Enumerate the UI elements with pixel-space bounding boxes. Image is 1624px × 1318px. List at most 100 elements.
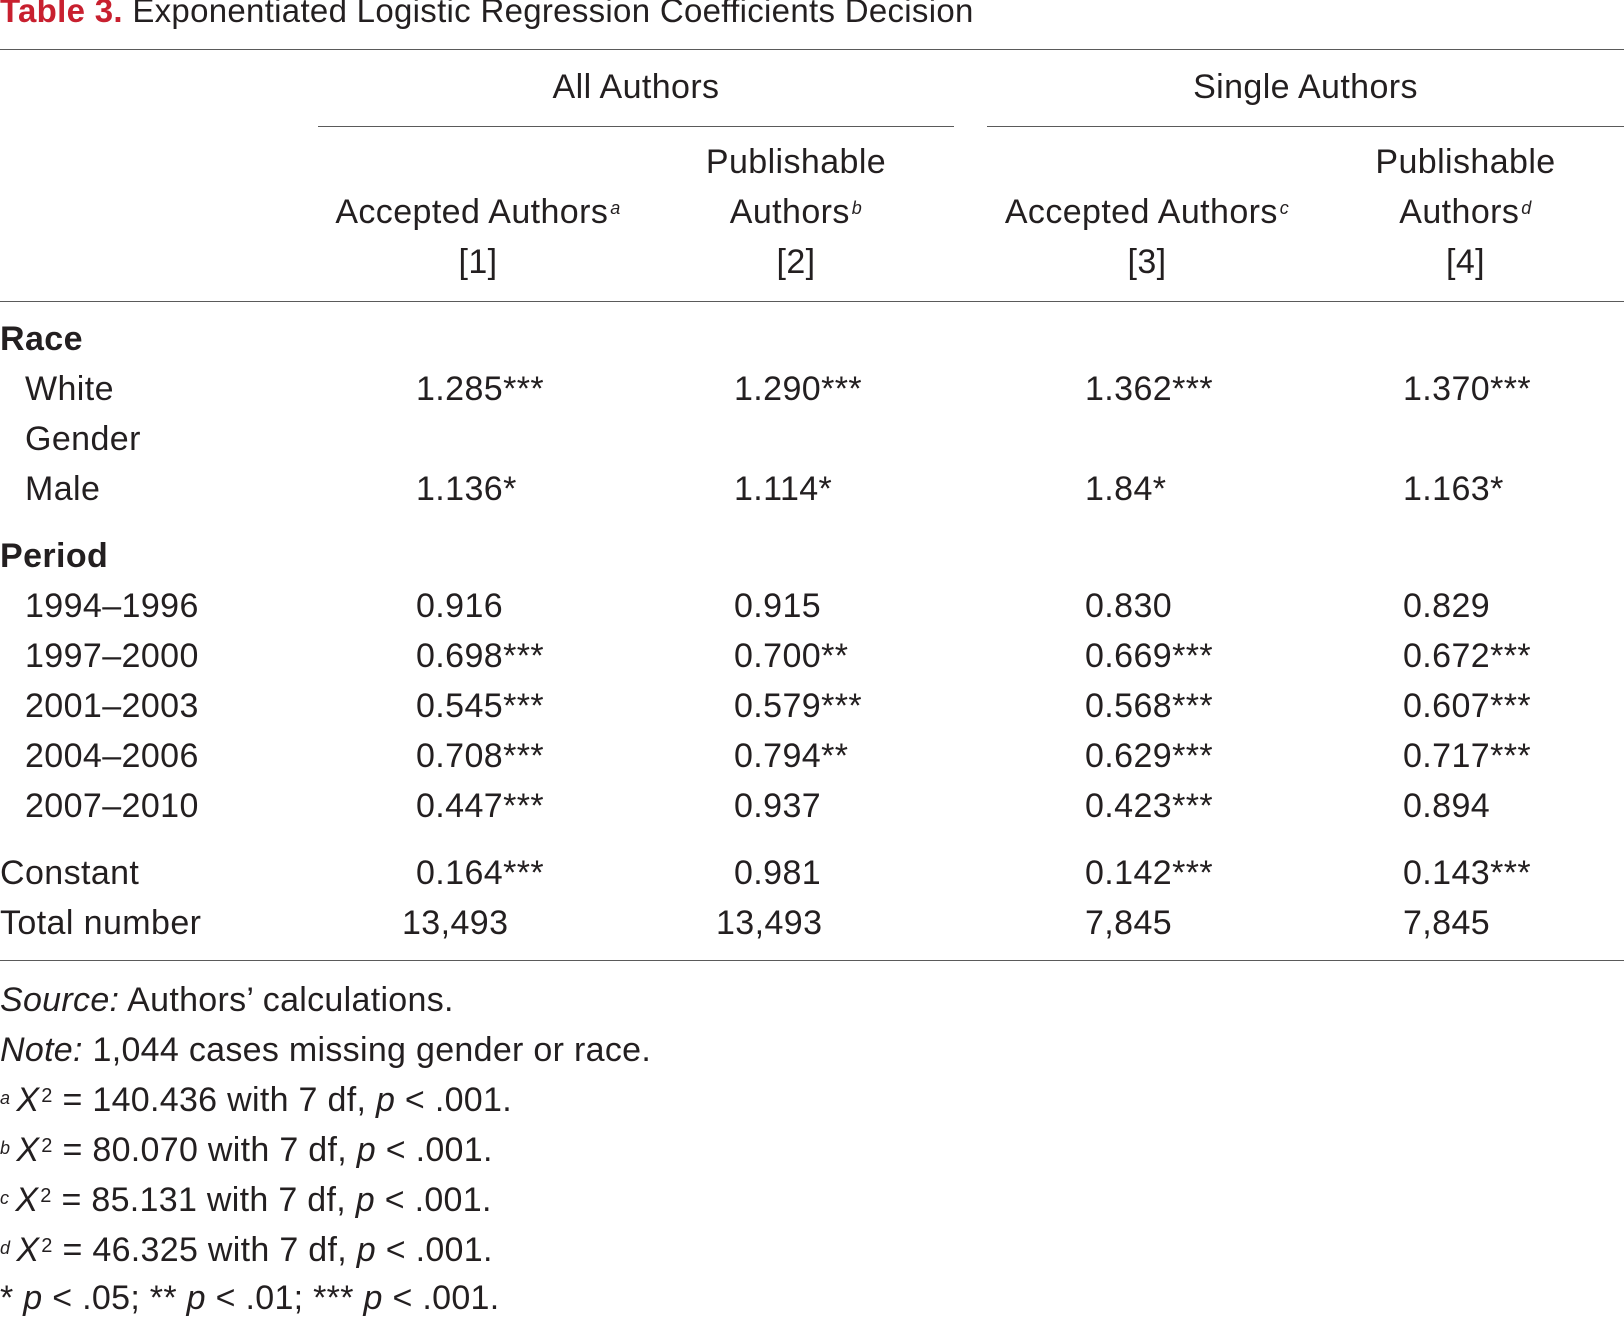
footnote-p: p	[356, 1231, 376, 1269]
sig-text: < .05; **	[42, 1279, 187, 1317]
col-header-2-label: Authors	[729, 193, 850, 231]
significance-note: * p < .05; ** p < .01; *** p < .001.	[0, 1278, 500, 1318]
row-label-2004-2006: 2004–2006	[25, 737, 199, 775]
table-cell: 1.370***	[1403, 370, 1531, 408]
group-rule-all-authors	[318, 126, 954, 127]
table-cell: 0.717***	[1403, 737, 1531, 775]
table-cell: 1.136*	[416, 470, 517, 508]
col-header-4-label: Authors	[1399, 193, 1520, 231]
table-cell: 0.916	[416, 587, 504, 625]
table-cell: 13,493	[716, 904, 823, 942]
sig-p: p	[186, 1279, 206, 1317]
top-rule	[0, 49, 1624, 50]
row-label-2001-2003: 2001–2003	[25, 687, 199, 725]
footnote-mark: c	[0, 1188, 10, 1208]
sig-text: *	[0, 1279, 24, 1317]
footnote-text: = 140.436 with 7 df,	[52, 1081, 376, 1119]
col-header-4-line1: Publishable	[1375, 143, 1556, 181]
table-cell: 7,845	[1403, 904, 1491, 942]
col-header-2-line1: Publishable	[705, 143, 887, 181]
sig-text: < .01; ***	[205, 1279, 364, 1317]
footnote-stat: X	[16, 1231, 40, 1269]
group-header-single-authors: Single Authors	[1193, 68, 1418, 106]
sig-p: p	[23, 1279, 43, 1317]
footnote-square: 2	[41, 1085, 53, 1107]
table-cell: 0.447***	[416, 787, 544, 825]
table-cell: 0.579***	[734, 687, 862, 725]
col-header-4-number: [4]	[1445, 243, 1485, 281]
footnote-stat: X	[15, 1181, 39, 1219]
table-caption: Table 3. Exponentiated Logistic Regressi…	[0, 0, 974, 30]
table-cell: 0.937	[734, 787, 822, 825]
sig-text: < .001.	[382, 1279, 500, 1317]
table-cell: 0.629***	[1085, 737, 1213, 775]
col-header-4: Authors d	[1307, 192, 1624, 232]
col-header-1-label: Accepted Authors	[335, 193, 609, 231]
header-rule	[0, 301, 1624, 302]
footnote-text: = 85.131 with 7 df,	[51, 1181, 356, 1219]
note-text: 1,044 cases missing gender or race.	[82, 1031, 652, 1069]
footnote-square: 2	[41, 1235, 53, 1257]
col-header-2-footnote-mark: b	[851, 198, 863, 218]
footnote-square: 2	[40, 1185, 52, 1207]
table-cell: 0.700**	[734, 637, 849, 675]
table-cell: 0.708***	[416, 737, 544, 775]
table-cell: 0.981	[734, 854, 822, 892]
table-cell: 0.545***	[416, 687, 544, 725]
col-header-1-number: [1]	[458, 243, 498, 281]
row-label-gender: Gender	[25, 420, 141, 458]
footnote-text: = 80.070 with 7 df,	[52, 1131, 357, 1169]
table-cell: 0.669***	[1085, 637, 1213, 675]
table-cell: 0.164***	[416, 854, 544, 892]
footnote-rest: < .001.	[375, 1131, 493, 1169]
col-header-1: Accepted Authors a	[318, 192, 638, 232]
table-cell: 1.290***	[734, 370, 862, 408]
section-label-race: Race	[0, 320, 83, 358]
col-header-1-footnote-mark: a	[610, 198, 621, 218]
source-label: Source:	[0, 981, 120, 1019]
table-cell: 7,845	[1085, 904, 1173, 942]
row-label-constant: Constant	[0, 854, 140, 892]
group-header-all-authors: All Authors	[552, 68, 720, 106]
row-label-total-number: Total number	[0, 904, 202, 942]
footnote-mark: a	[0, 1088, 11, 1108]
table-cell: 0.143***	[1403, 854, 1531, 892]
col-header-4-footnote-mark: d	[1521, 198, 1532, 218]
table-cell: 0.142***	[1085, 854, 1213, 892]
row-label-1997-2000: 1997–2000	[25, 637, 199, 675]
footnote-stat: X	[16, 1131, 40, 1169]
bottom-rule	[0, 960, 1624, 961]
row-label-1994-1996: 1994–1996	[25, 587, 199, 625]
footnote-stat: X	[16, 1081, 40, 1119]
table-title: Exponentiated Logistic Regression Coeffi…	[132, 0, 974, 29]
table-label: Table 3.	[0, 0, 123, 29]
table-cell: 0.672***	[1403, 637, 1531, 675]
footnote-p: p	[356, 1131, 376, 1169]
table-cell: 0.607***	[1403, 687, 1531, 725]
table-cell: 0.894	[1403, 787, 1491, 825]
table-cell: 0.698***	[416, 637, 544, 675]
group-rule-single-authors	[987, 126, 1624, 127]
table-cell: 0.568***	[1085, 687, 1213, 725]
footnote-rest: < .001.	[375, 1231, 493, 1269]
table-cell: 1.362***	[1085, 370, 1213, 408]
general-note: Note: 1,044 cases missing gender or race…	[0, 1030, 651, 1070]
footnote-p: p	[355, 1181, 375, 1219]
row-label-male: Male	[25, 470, 101, 508]
col-header-3: Accepted Authors c	[987, 192, 1307, 232]
table-cell: 1.163*	[1403, 470, 1504, 508]
table-cell: 1.84*	[1085, 470, 1167, 508]
table-cell: 0.423***	[1085, 787, 1213, 825]
table-cell: 0.915	[734, 587, 822, 625]
section-label-period: Period	[0, 537, 109, 575]
source-text: Authors’ calculations.	[119, 981, 454, 1019]
footnote-text: = 46.325 with 7 df,	[52, 1231, 357, 1269]
note-label: Note:	[0, 1031, 83, 1069]
sig-p: p	[363, 1279, 383, 1317]
col-header-3-number: [3]	[1127, 243, 1167, 281]
table-cell: 1.285***	[416, 370, 544, 408]
